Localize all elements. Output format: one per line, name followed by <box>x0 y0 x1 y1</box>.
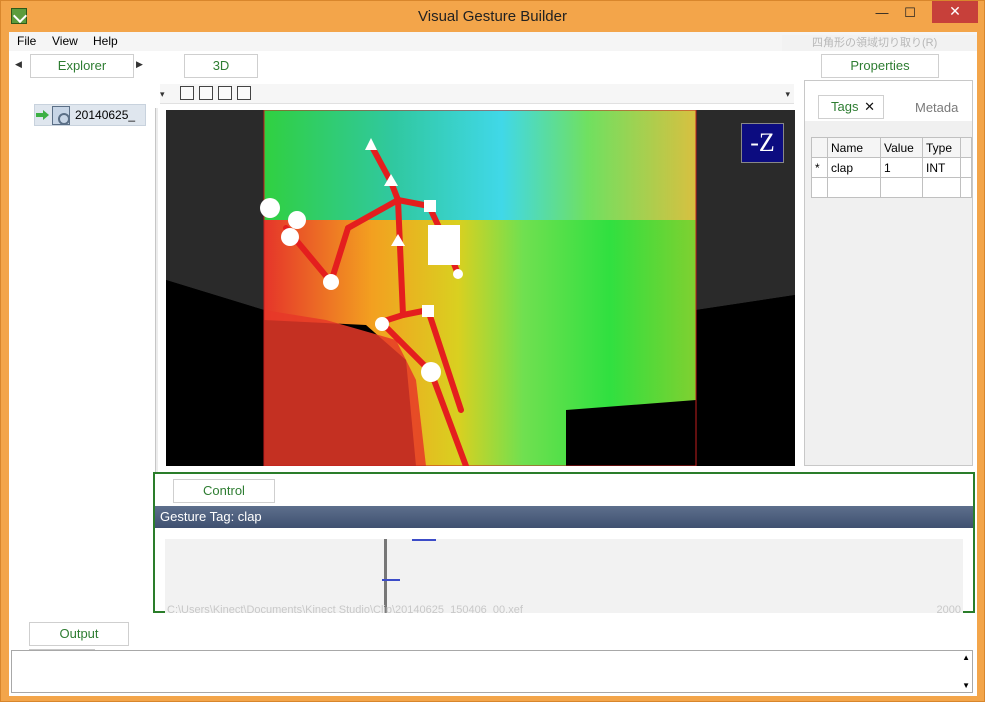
scroll-down-icon[interactable]: ▼ <box>962 681 970 690</box>
toolbar-dropdown-icon[interactable]: ▾ <box>785 89 790 99</box>
grid-header-row: Name Value Type <box>811 137 972 158</box>
close-tab-icon[interactable]: ✕ <box>864 99 875 114</box>
explorer-panel: 20140625_ ◀ ▶ <box>9 82 149 661</box>
tab-tags[interactable]: Tags ✕ <box>818 95 884 119</box>
grid-filler <box>960 157 972 178</box>
maximize-button[interactable]: ☐ <box>904 5 916 20</box>
gesture-tag-bar: Gesture Tag: clap <box>155 506 973 528</box>
window-title: Visual Gesture Builder <box>418 8 567 25</box>
left-wall <box>166 110 264 310</box>
camera-side-icon[interactable] <box>218 86 232 100</box>
toolbar-overflow-icon[interactable]: ▾ <box>160 89 165 99</box>
timeline-tag-mark[interactable] <box>412 539 436 541</box>
timeline-cursor[interactable] <box>384 539 387 613</box>
shadow-region <box>566 400 696 466</box>
view3d-toolbar: ▾ ▾ <box>160 84 794 104</box>
client-area: File View Help 四角形の領域切り取り(R) ◀ Explorer … <box>9 32 977 696</box>
menu-bar: File View Help 四角形の領域切り取り(R) <box>9 32 977 51</box>
clip-path: C:\Users\Kinect\Documents\Kinect Studio\… <box>167 604 523 613</box>
grid-corner <box>811 137 828 158</box>
explorer-item[interactable]: 20140625_ <box>34 104 146 126</box>
tab-tags-label: Tags <box>831 99 859 114</box>
capture-frame <box>263 110 697 466</box>
skeleton-joints <box>260 138 463 382</box>
current-arrow-icon <box>36 110 49 120</box>
timeline[interactable]: C:\Users\Kinect\Documents\Kinect Studio\… <box>165 539 963 613</box>
cell-empty[interactable] <box>880 177 923 198</box>
title-bar[interactable]: Visual Gesture Builder — ☐ ✕ <box>1 1 984 32</box>
row-marker: * <box>811 157 828 178</box>
explorer-item-label: 20140625_ <box>75 108 136 122</box>
new-row[interactable] <box>811 177 972 198</box>
home-icon[interactable] <box>180 86 194 100</box>
cell-empty[interactable] <box>827 177 881 198</box>
menu-view[interactable]: View <box>52 34 78 48</box>
close-button[interactable]: ✕ <box>932 1 978 23</box>
control-header[interactable]: Control <box>173 479 275 503</box>
row-marker-empty <box>811 177 828 198</box>
frame-count: 2000 <box>936 604 961 613</box>
depth-scene <box>166 110 795 466</box>
explorer-scroll-right-icon[interactable]: ▶ <box>136 59 143 69</box>
near-body <box>264 310 426 466</box>
camera-top-icon[interactable] <box>237 86 251 100</box>
ime-hint: 四角形の領域切り取り(R) <box>782 35 977 51</box>
camera-front-icon[interactable] <box>199 86 213 100</box>
floor-right <box>696 295 795 466</box>
tab-metadata[interactable]: Metada <box>915 100 959 115</box>
column-header-name[interactable]: Name <box>827 137 881 158</box>
column-header-value[interactable]: Value <box>880 137 923 158</box>
app-icon <box>11 8 27 24</box>
tags-grid: Name Value Type * clap 1 INT <box>811 137 972 198</box>
output-header[interactable]: Output <box>29 622 129 646</box>
project-file-icon <box>52 106 70 125</box>
timeline-tag-mark[interactable] <box>382 579 400 581</box>
column-header-type[interactable]: Type <box>922 137 961 158</box>
depth-background <box>264 110 696 230</box>
cell-empty[interactable] <box>922 177 961 198</box>
cell-type[interactable]: INT <box>922 157 961 178</box>
view3d-viewport[interactable]: -Z <box>166 110 795 466</box>
floor-left <box>166 280 264 466</box>
grid-filler <box>960 137 972 158</box>
scroll-up-icon[interactable]: ▲ <box>962 653 970 662</box>
control-panel: Control Gesture Tag: clap C:\Users\Kinec… <box>153 472 975 613</box>
menu-help[interactable]: Help <box>93 34 118 48</box>
cell-value[interactable]: 1 <box>880 157 923 178</box>
axis-orientation-badge[interactable]: -Z <box>741 123 784 163</box>
grid-filler <box>960 177 972 198</box>
explorer-scroll-left-icon[interactable]: ◀ <box>15 59 22 69</box>
explorer-header[interactable]: Explorer <box>30 54 134 78</box>
panel-splitter[interactable] <box>155 108 158 492</box>
table-row[interactable]: * clap 1 INT <box>811 157 972 178</box>
output-console[interactable]: ▲ ▼ <box>11 650 973 693</box>
view3d-header[interactable]: 3D <box>184 54 258 78</box>
properties-header[interactable]: Properties <box>821 54 939 78</box>
minimize-button[interactable]: — <box>875 5 889 20</box>
cell-name[interactable]: clap <box>827 157 881 178</box>
properties-tabs: Tags ✕ Metada <box>805 81 972 121</box>
properties-panel: Tags ✕ Metada Name Value Type * clap 1 I <box>804 80 973 466</box>
menu-file[interactable]: File <box>17 34 37 48</box>
